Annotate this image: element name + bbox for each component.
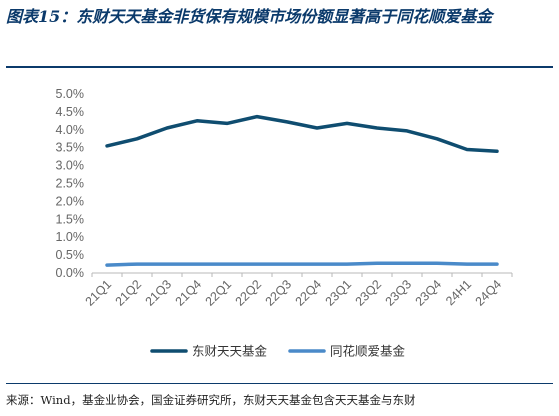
x-tick-label: 22Q1 [203, 277, 235, 309]
x-tick-label: 22Q4 [293, 277, 325, 309]
y-tick-label: 2.5% [56, 177, 85, 191]
source-rule [6, 383, 553, 384]
y-tick-label: 3.0% [56, 159, 85, 173]
x-tick-label: 23Q4 [413, 277, 445, 309]
y-tick-label: 3.5% [56, 141, 85, 155]
x-tick-label: 24H1 [443, 277, 474, 308]
x-tick-label: 23Q1 [323, 277, 355, 309]
line-chart: 0.0% 0.5% 1.0% 1.5% 2.0% 2.5% 3.0% 3.5% 4.0% 4.5%… [56, 87, 513, 359]
legend: 东财天天基金 同花顺爱基金 [150, 344, 406, 359]
x-tick-label: 21Q1 [83, 277, 115, 309]
source-note: 来源：Wind，基金业协会，国金证券研究所，东财天天基金包含天天基金与东财 [6, 393, 416, 407]
legend-label: 东财天天基金 [192, 344, 268, 359]
x-axis: 21Q121Q221Q321Q422Q122Q222Q322Q423Q123Q2… [83, 272, 513, 309]
y-tick-label: 4.5% [56, 105, 85, 119]
x-tick-label: 23Q3 [383, 277, 415, 309]
x-tick-label: 21Q2 [113, 277, 145, 309]
x-tick-label: 24Q4 [473, 277, 505, 309]
y-tick-label: 1.5% [56, 212, 85, 226]
y-tick-label: 0.0% [56, 266, 85, 280]
series-line-2 [105, 261, 499, 267]
figure-title: 图表15：东财天天基金非货保有规模市场份额显著高于同花顺爱基金 [6, 7, 493, 26]
x-tick-label: 21Q3 [143, 277, 175, 309]
y-axis: 0.0% 0.5% 1.0% 1.5% 2.0% 2.5% 3.0% 3.5% 4.0% 4.5%… [56, 87, 85, 280]
y-tick-label: 5.0% [56, 87, 85, 101]
series-layer [105, 114, 499, 267]
x-tick-label: 21Q4 [173, 277, 205, 309]
y-tick-label: 0.5% [56, 248, 85, 262]
y-tick-label: 2.0% [56, 194, 85, 208]
x-tick-label: 23Q2 [353, 277, 385, 309]
y-tick-label: 1.0% [56, 230, 85, 244]
x-tick-label: 22Q2 [233, 277, 265, 309]
x-tick-label: 22Q3 [263, 277, 295, 309]
y-tick-label: 4.0% [56, 123, 85, 137]
series-line-1 [105, 114, 499, 154]
legend-label: 同花顺爱基金 [330, 344, 406, 359]
title-rule [6, 66, 553, 68]
